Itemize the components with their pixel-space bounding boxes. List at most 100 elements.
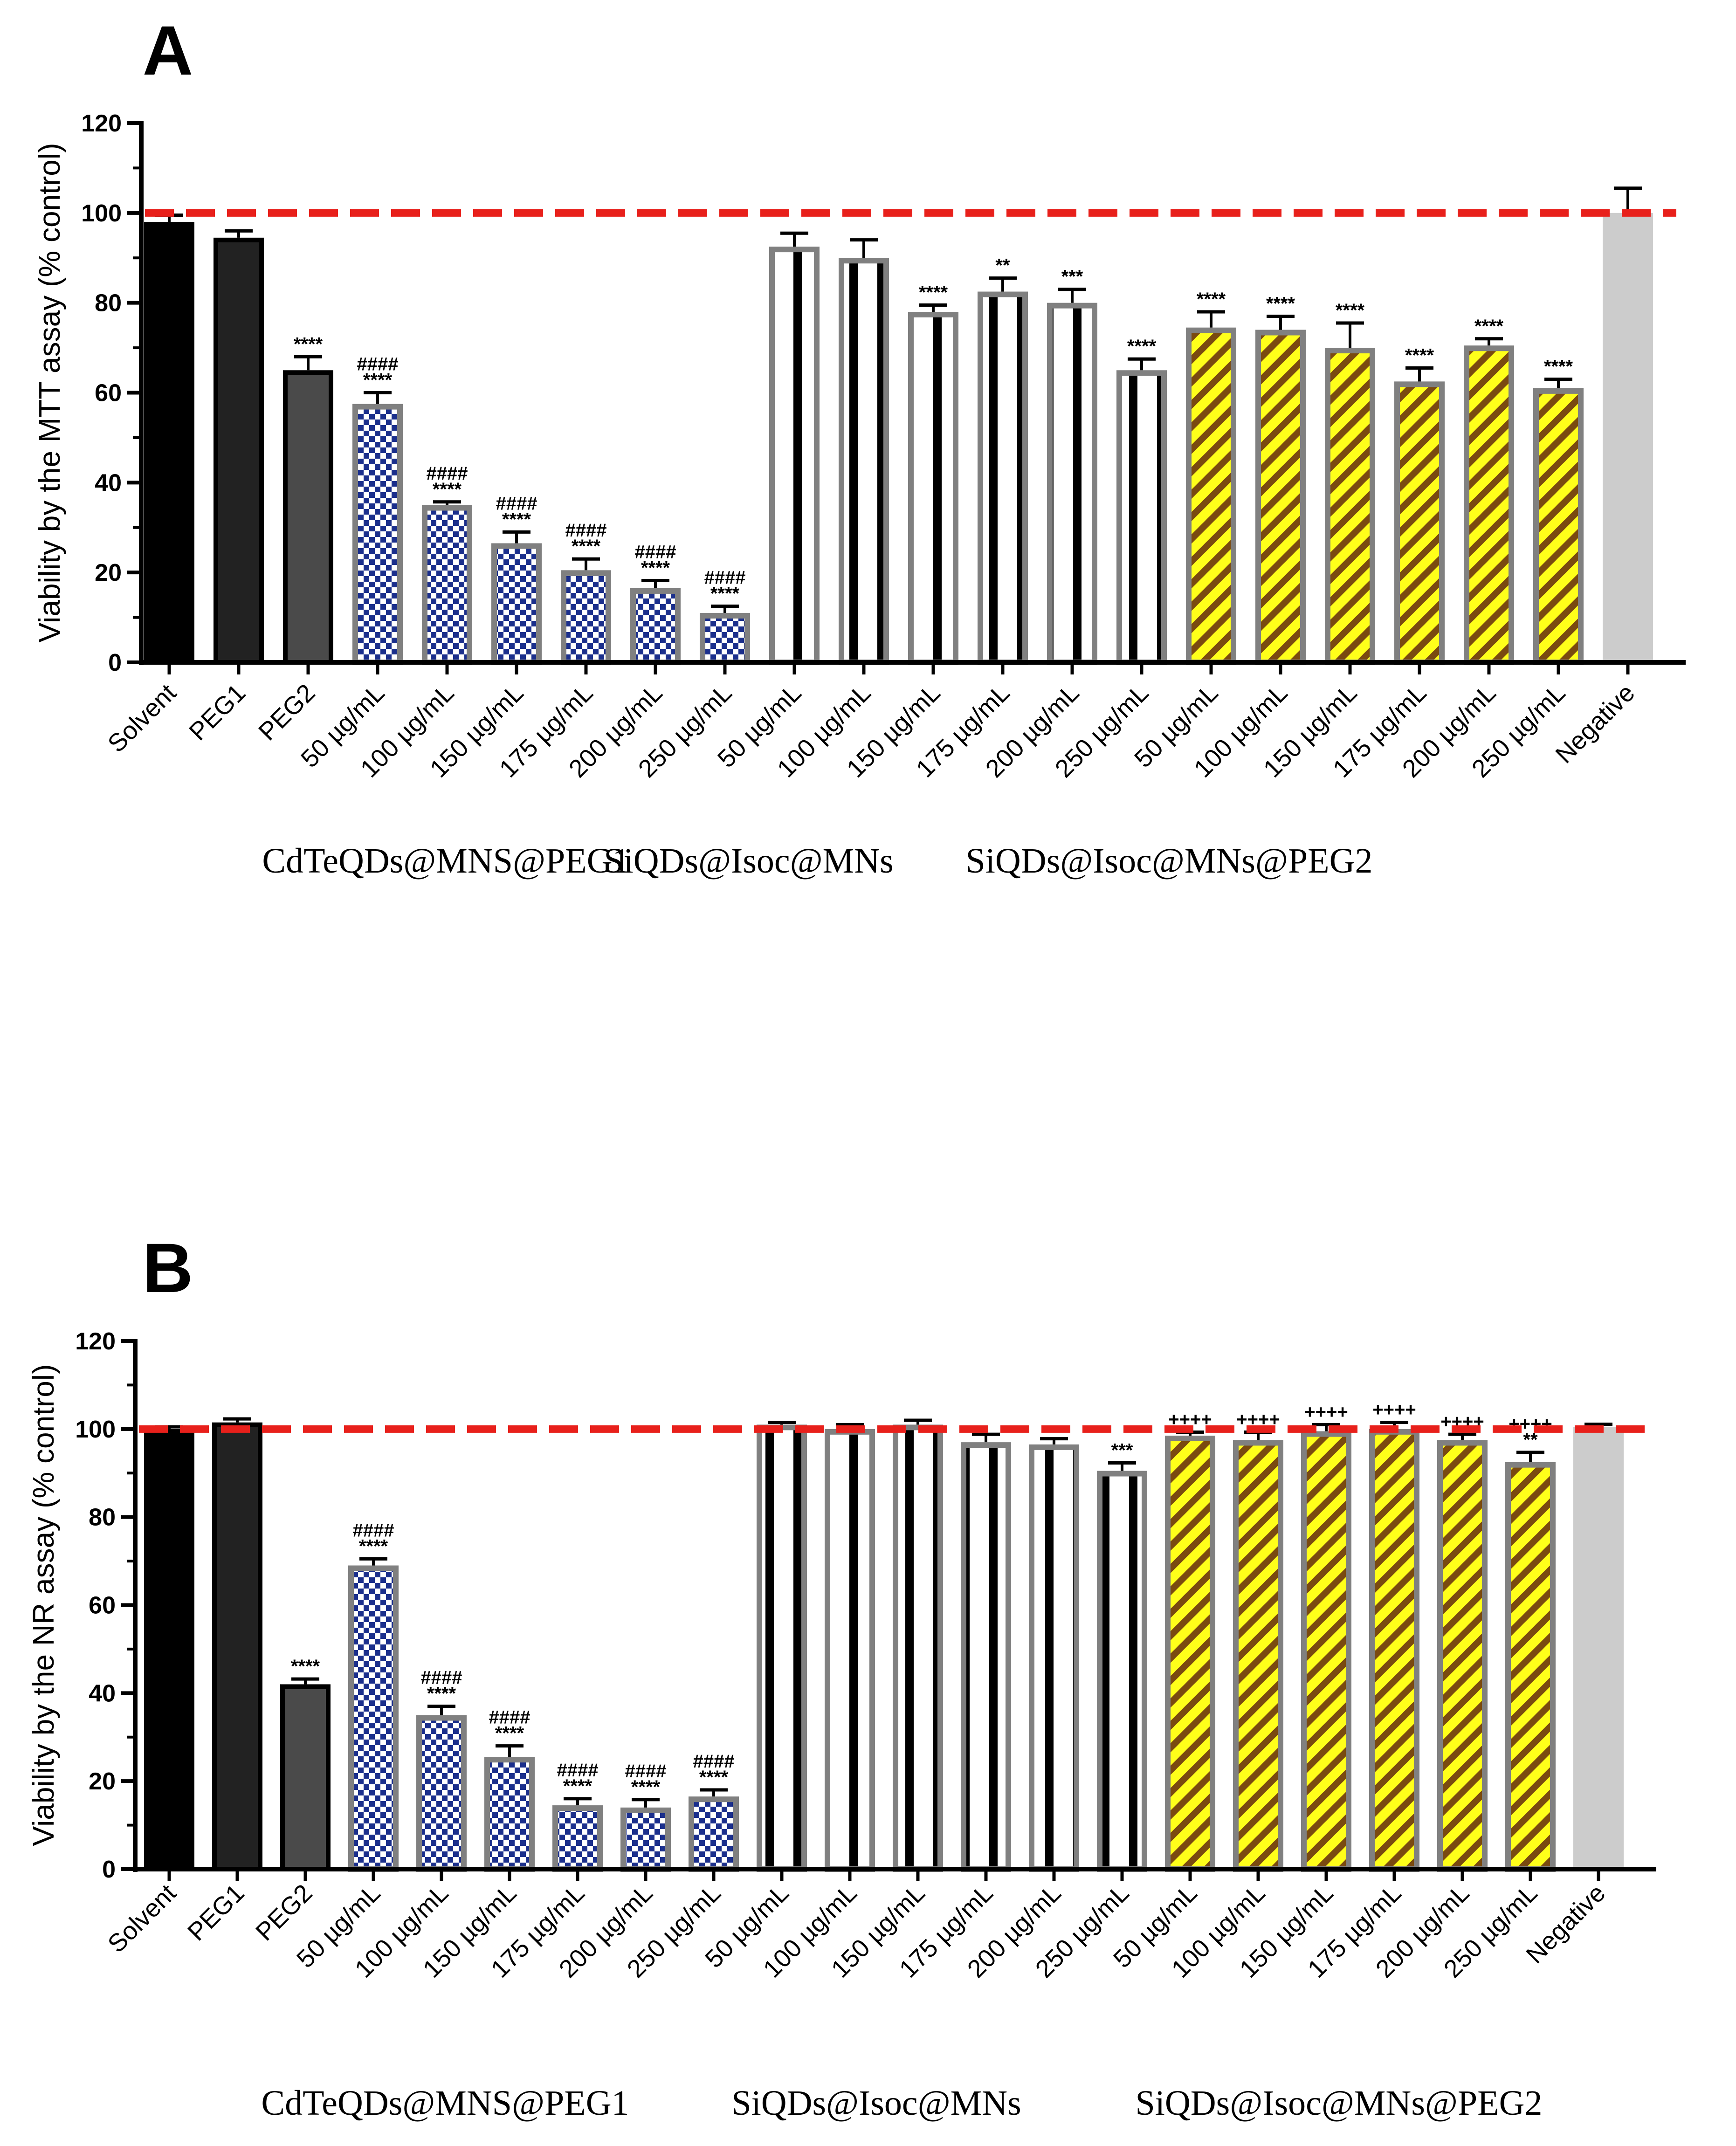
error-bar-12 — [919, 303, 947, 312]
bar-11 — [839, 258, 889, 665]
bar-21 — [1533, 388, 1584, 665]
error-bar-13 — [972, 1432, 1000, 1443]
significance-label: **** — [363, 370, 393, 391]
bar-5 — [422, 505, 472, 665]
x-tick-label: PEG1 — [182, 1879, 249, 1946]
y-tick-label: 20 — [95, 559, 122, 586]
error-bar-20 — [1448, 1432, 1476, 1440]
bar-8 — [620, 1807, 671, 1872]
significance-label: **** — [563, 1776, 592, 1796]
bar-20 — [1437, 1440, 1488, 1872]
error-bar-9 — [711, 604, 739, 613]
bar-18 — [1325, 348, 1375, 665]
error-bar-8 — [641, 579, 669, 588]
bar-18 — [1301, 1431, 1351, 1872]
panel-a: A Viability by the MTT assay (% control) *… — [33, 11, 1686, 880]
bar-10 — [769, 247, 820, 665]
error-bar-13 — [989, 276, 1017, 292]
significance-label: **** — [359, 1536, 388, 1556]
significance-label: **** — [572, 536, 601, 557]
error-bar-15 — [1108, 1461, 1136, 1471]
bar-15 — [1097, 1471, 1147, 1872]
y-axis-label: Viability by the MTT assay (% control) — [33, 143, 66, 643]
significance-label: *** — [1111, 1440, 1133, 1461]
bar-16 — [1165, 1435, 1215, 1872]
error-bar-3 — [294, 355, 322, 371]
error-bar-18 — [1336, 321, 1364, 348]
error-bar-10 — [780, 231, 808, 247]
x-tick-label: PEG2 — [253, 679, 320, 746]
significance-label: **** — [919, 282, 948, 303]
y-tick-label: 0 — [102, 1856, 116, 1883]
y-ticks: 0 20 40 60 80 100 120 — [81, 110, 141, 676]
y-tick-label: 80 — [95, 290, 122, 317]
bar-10 — [757, 1424, 807, 1872]
significance-label: **** — [291, 1656, 320, 1677]
y-tick-label: 120 — [75, 1328, 116, 1355]
error-bar-4 — [359, 1557, 387, 1566]
y-tick-label: 100 — [81, 200, 122, 227]
bar-3 — [283, 370, 333, 665]
significance-label: #### — [565, 520, 607, 541]
error-bar-20 — [1475, 337, 1503, 346]
bar-13 — [978, 291, 1028, 665]
significance-label: #### — [635, 542, 676, 563]
significance-label: #### — [704, 567, 746, 588]
error-bar-3 — [291, 1677, 319, 1685]
bar-2 — [212, 1422, 262, 1872]
significance-label: ++++ — [1304, 1402, 1348, 1422]
group-label: SiQDs@Isoc@MNs — [731, 2084, 1021, 2123]
bar-1 — [144, 222, 194, 664]
significance-label: **** — [1474, 316, 1504, 337]
y-tick-label: 60 — [95, 380, 122, 407]
group-label: CdTeQDs@MNS@PEG1 — [262, 841, 630, 880]
y-ticks: 0 20 40 60 80 100 120 — [75, 1328, 135, 1883]
error-bar-6 — [503, 530, 530, 543]
bar-20 — [1464, 345, 1514, 665]
bar-19 — [1394, 381, 1445, 665]
significance-label: #### — [353, 1520, 394, 1541]
bar-6 — [491, 543, 542, 666]
error-bar-9 — [700, 1788, 728, 1797]
error-bar-16 — [1197, 310, 1225, 328]
significance-label: ++++ — [1372, 1400, 1416, 1420]
significance-label: #### — [625, 1761, 667, 1781]
significance-label: **** — [1336, 300, 1365, 321]
bar-16 — [1186, 327, 1236, 665]
error-bar-14 — [1058, 288, 1086, 303]
significance-label: ** — [995, 255, 1010, 276]
bar-4 — [352, 404, 403, 665]
significance-label: #### — [496, 493, 537, 514]
bar-17 — [1255, 330, 1306, 665]
bar-21 — [1505, 1462, 1556, 1872]
bar-5 — [416, 1715, 467, 1872]
error-bar-18 — [1312, 1423, 1340, 1431]
y-axis-label: Viability by the NR assay (% control) — [27, 1364, 60, 1846]
error-bar-12 — [904, 1418, 932, 1425]
error-bar-11 — [850, 238, 878, 258]
error-bar-15 — [1128, 357, 1156, 371]
error-bar-5 — [427, 1705, 455, 1715]
y-tick-label: 0 — [108, 649, 122, 676]
panel-b: B Viability by the NR assay (% control) **… — [27, 1229, 1656, 2123]
bar-1 — [144, 1429, 194, 1871]
significance-label: #### — [557, 1760, 599, 1781]
y-tick-label: 120 — [81, 110, 122, 137]
bar-3 — [280, 1684, 331, 1871]
significance-label: **** — [1544, 357, 1573, 377]
bars — [144, 186, 1653, 666]
significance-label: **** — [427, 1684, 456, 1704]
significance-label: **** — [631, 1777, 661, 1797]
significance-label: **** — [502, 509, 531, 530]
group-label: SiQDs@Isoc@MNs@PEG2 — [966, 841, 1373, 880]
x-tick-label: Solvent — [103, 1879, 182, 1958]
bar-11 — [825, 1429, 875, 1872]
bar-14 — [1029, 1444, 1079, 1872]
error-bar-17 — [1244, 1430, 1272, 1440]
significance-label: *** — [1061, 267, 1083, 287]
significance-label: **** — [433, 479, 462, 500]
significance-label: **** — [699, 1767, 729, 1788]
y-tick-label: 100 — [75, 1416, 116, 1443]
